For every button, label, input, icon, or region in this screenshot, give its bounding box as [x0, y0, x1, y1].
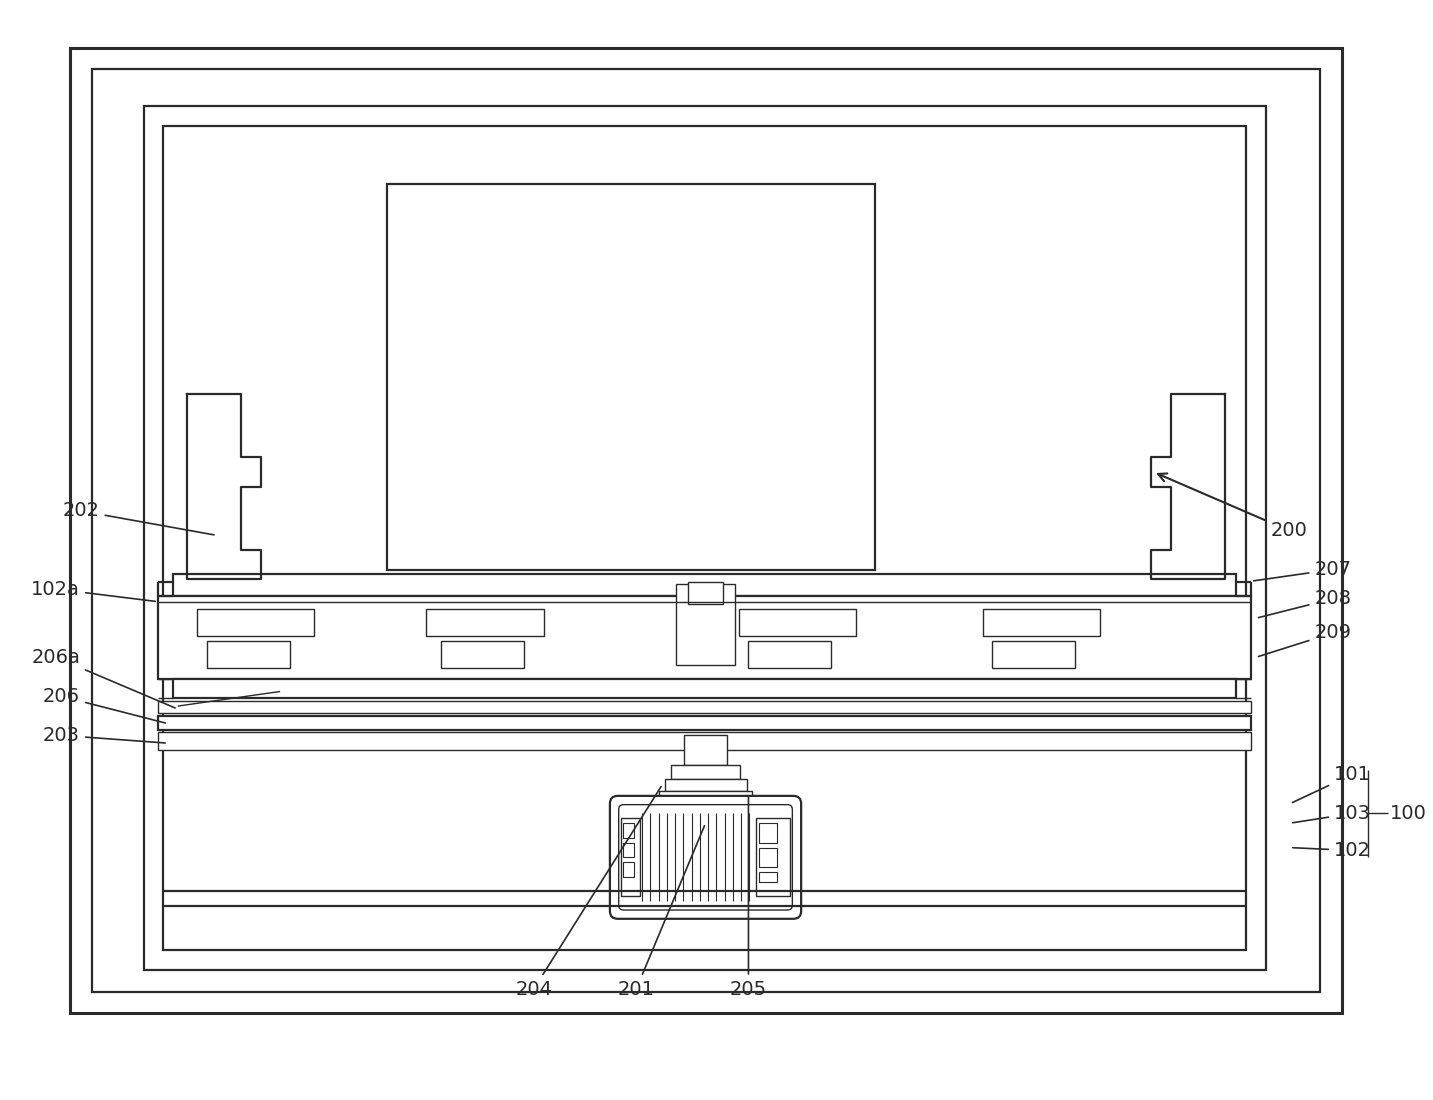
- Bar: [684, 736, 727, 764]
- Bar: [387, 184, 876, 570]
- Text: 208: 208: [1258, 590, 1351, 617]
- Bar: [441, 640, 524, 668]
- FancyBboxPatch shape: [610, 796, 801, 918]
- Bar: [983, 608, 1099, 636]
- Bar: [993, 640, 1075, 668]
- Bar: [659, 791, 752, 803]
- Bar: [158, 596, 1251, 679]
- Bar: [759, 848, 777, 867]
- Bar: [173, 679, 1237, 699]
- Text: 101: 101: [1293, 764, 1371, 803]
- Bar: [92, 69, 1320, 992]
- Bar: [622, 823, 635, 838]
- Bar: [759, 872, 777, 882]
- Text: 200: 200: [1158, 473, 1307, 540]
- Text: 206: 206: [43, 686, 165, 723]
- Bar: [158, 701, 1251, 713]
- Bar: [688, 582, 724, 604]
- Bar: [173, 574, 1237, 596]
- Text: 102a: 102a: [32, 580, 155, 602]
- Bar: [158, 716, 1251, 730]
- Bar: [198, 608, 314, 636]
- Text: 103: 103: [1293, 804, 1371, 823]
- Text: 202: 202: [63, 502, 214, 535]
- Text: 206a: 206a: [32, 648, 175, 708]
- Bar: [143, 106, 1265, 969]
- Text: 209: 209: [1258, 624, 1351, 657]
- Bar: [757, 818, 791, 896]
- Bar: [158, 733, 1251, 750]
- Bar: [748, 640, 831, 668]
- Text: 102: 102: [1293, 842, 1371, 860]
- Bar: [620, 818, 641, 896]
- Bar: [206, 640, 289, 668]
- Bar: [759, 823, 777, 843]
- Bar: [427, 608, 543, 636]
- Text: 205: 205: [729, 796, 767, 999]
- Bar: [163, 125, 1247, 950]
- Text: 201: 201: [618, 826, 705, 999]
- Bar: [665, 779, 747, 791]
- Bar: [738, 608, 856, 636]
- Text: 100: 100: [1390, 804, 1426, 823]
- Bar: [676, 584, 735, 666]
- FancyBboxPatch shape: [619, 805, 792, 910]
- Bar: [672, 764, 739, 779]
- Bar: [622, 862, 635, 877]
- Bar: [622, 843, 635, 857]
- Text: 204: 204: [516, 786, 661, 999]
- Text: 207: 207: [1254, 560, 1351, 581]
- Text: 203: 203: [43, 726, 165, 745]
